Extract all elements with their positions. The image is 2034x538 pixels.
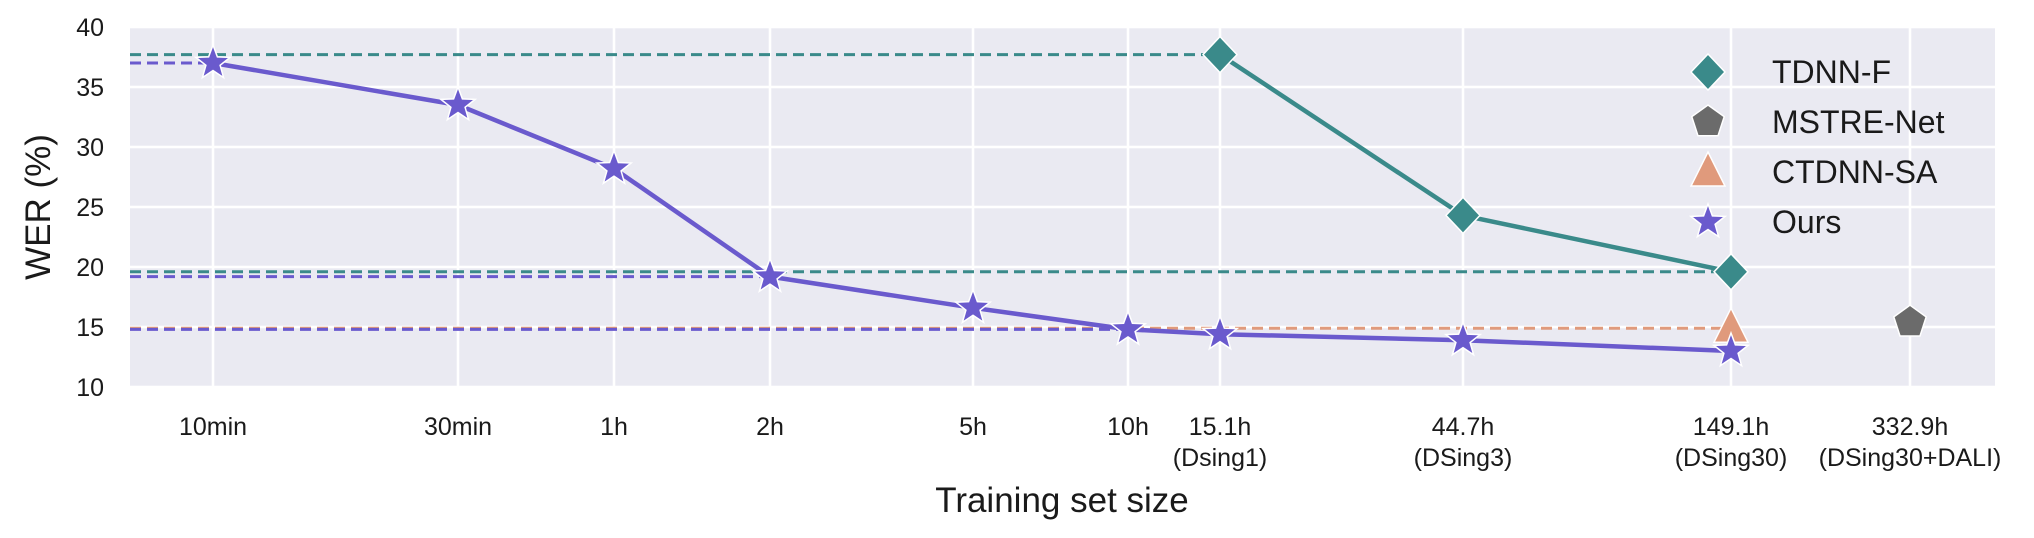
y-tick-label-1: 15 [76,314,104,342]
y-tick-label-6: 40 [76,14,104,42]
x-tick-label-8: 149.1h [1693,413,1769,441]
legend-label-tdnn-f: TDNN-F [1772,54,1891,90]
x-tick-label-7: 44.7h [1432,413,1495,441]
marker-ours-6 [1200,314,1240,351]
marker-tdnn-f-0 [1201,35,1239,74]
y-tick-label-3: 25 [76,194,104,222]
x-tick-label-4: 5h [959,413,987,441]
marker-mstre-net-0 [1892,304,1928,337]
x-tick-label-0: 10min [179,413,247,441]
y-tick-labels: 10 15 20 25 30 35 40 [76,14,104,402]
marker-ours-7 [1443,320,1483,357]
legend-label-ours: Ours [1772,204,1841,240]
legend: TDNN-F MSTRE-Net CTDNN-SA Ours [1688,52,1945,240]
marker-ours-2 [594,148,634,185]
x-tick-label-1: 30min [424,413,492,441]
x-tick-sublabel-8: (DSing30) [1675,444,1788,472]
y-tick-label-4: 30 [76,134,104,162]
x-axis-label: Training set size [935,481,1189,520]
y-tick-label-2: 20 [76,254,104,282]
x-tick-sublabel-7: (DSing3) [1414,444,1513,472]
marker-ours-3 [750,256,790,293]
y-axis-label: WER (%) [19,134,58,280]
x-tick-label-5: 10h [1107,413,1149,441]
legend-marker-ctdnn-sa [1689,150,1727,187]
x-tick-labels: 10min 30min 1h 2h 5h 10h 15.1h (Dsing1) 44.7h (DS… [179,413,2001,472]
legend-marker-mstre-net [1690,104,1726,137]
legend-label-mstre-net: MSTRE-Net [1772,104,1945,140]
legend-marker-ours [1688,201,1728,239]
y-tick-label-5: 35 [76,74,104,102]
x-tick-label-3: 2h [756,413,784,441]
marker-ours-4 [953,287,993,325]
y-tick-label-0: 10 [76,374,104,402]
x-tick-sublabel-9: (DSing30+DALI) [1819,444,2002,472]
marker-ours-0 [193,42,233,80]
legend-marker-tdnn-f [1689,52,1727,92]
marker-ours-1 [438,84,478,122]
marker-ours-5 [1108,309,1148,346]
x-tick-label-9: 332.9h [1872,413,1948,441]
marker-tdnn-f-2 [1712,252,1750,291]
marker-ours-8 [1711,330,1751,368]
legend-label-ctdnn-sa: CTDNN-SA [1772,154,1938,190]
data-markers [193,35,1928,368]
x-tick-label-2: 1h [600,413,628,441]
marker-tdnn-f-1 [1444,196,1482,235]
x-tick-label-6: 15.1h [1189,413,1252,441]
x-tick-sublabel-6: (Dsing1) [1173,444,1267,472]
